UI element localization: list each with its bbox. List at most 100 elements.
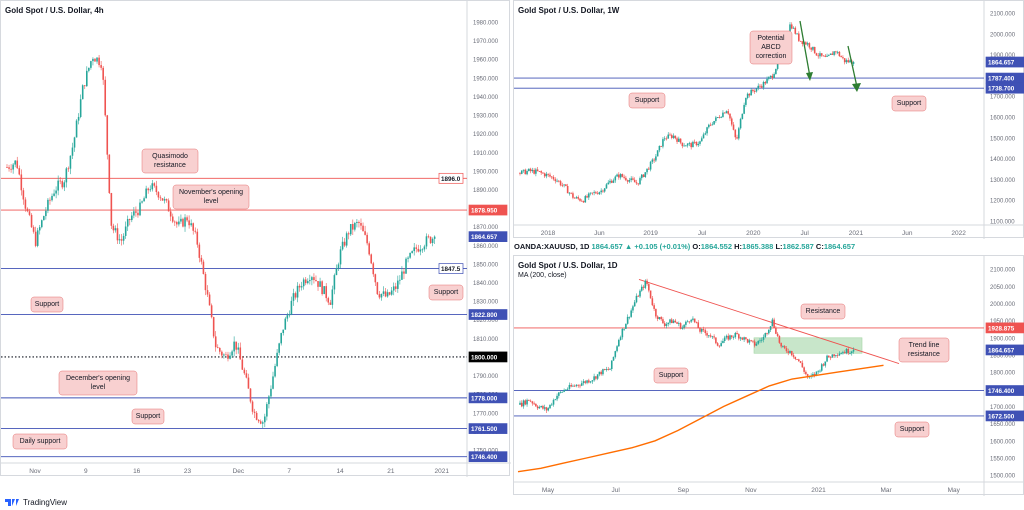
- candle-body: [734, 129, 737, 138]
- candle-body: [835, 355, 837, 357]
- candle-body: [670, 135, 673, 138]
- candle-body: [276, 352, 278, 367]
- candle-body: [184, 217, 186, 227]
- candle-body: [384, 291, 387, 297]
- chart-title: Gold Spot / U.S. Dollar, 1W: [518, 6, 620, 15]
- candle-body: [637, 295, 640, 297]
- candle-body: [223, 354, 225, 356]
- ma200-line: [517, 364, 884, 473]
- annotation-callout: [891, 95, 927, 112]
- x-tick-label: May: [948, 487, 961, 494]
- candle-body: [327, 298, 330, 303]
- chart-4h-svg[interactable]: 1980.000 1970.000 1960.000 1950.000 1940.000…: [1, 1, 511, 477]
- candle-body: [28, 211, 31, 215]
- candle-body: [386, 292, 389, 297]
- x-tick-label: 21: [387, 468, 395, 475]
- candle-body: [8, 167, 10, 169]
- candle-body: [699, 328, 701, 332]
- price-tag-label: 1878.950: [471, 208, 498, 215]
- candle-body: [655, 156, 657, 161]
- chart-1d-svg[interactable]: 2100.000 2050.000 2000.000 1950.000 1900.000…: [514, 256, 1024, 496]
- candle-body: [660, 145, 662, 147]
- candle-body: [619, 337, 622, 340]
- chart-1w-panel[interactable]: 2100.0002000.0001900.0001800.0001700.000…: [513, 0, 1024, 239]
- annotation-label: correction: [756, 53, 787, 60]
- candle-body: [280, 333, 282, 344]
- candle-body: [141, 201, 143, 203]
- candle-body: [637, 183, 640, 185]
- candle-body: [662, 319, 664, 324]
- candle-body: [822, 364, 825, 366]
- candle-body: [829, 357, 832, 359]
- candle-body: [803, 367, 805, 372]
- candle-body: [700, 138, 703, 142]
- candle-body: [633, 179, 636, 183]
- candle-body: [542, 172, 544, 174]
- candle-body: [602, 369, 604, 375]
- candle-body: [128, 219, 131, 221]
- price-tag: [438, 263, 464, 274]
- candle-body: [596, 374, 599, 379]
- candle-body: [572, 193, 574, 198]
- y-tick-label: 1950.000: [473, 76, 499, 82]
- candle-body: [180, 218, 182, 222]
- close-value: 1864.657: [823, 242, 856, 251]
- candle-body: [370, 254, 373, 264]
- price-tag: [438, 172, 464, 184]
- candle-body: [202, 261, 205, 274]
- tradingview-brand[interactable]: TradingView: [4, 497, 67, 507]
- chart-1d-panel[interactable]: 2100.000 2050.000 2000.000 1950.000 1900.000…: [513, 255, 1024, 496]
- candle-body: [743, 337, 745, 340]
- candle-body: [526, 399, 528, 405]
- x-tick-label: 2021: [849, 230, 864, 237]
- candle-body: [139, 202, 141, 216]
- candle-body: [249, 388, 252, 402]
- ma-legend: MA (200, close): [518, 272, 567, 279]
- candle-body: [676, 138, 678, 142]
- candle-body: [533, 403, 535, 405]
- candle-body: [792, 27, 795, 29]
- candle-body: [345, 233, 348, 246]
- y-tick-label: 1830.000: [473, 300, 499, 306]
- chart-4h-panel[interactable]: 1980.000 1970.000 1960.000 1950.000 1940.000…: [0, 0, 511, 477]
- candle-body: [547, 173, 550, 175]
- candle-body: [206, 290, 209, 295]
- y-tick-label: 1860.000: [473, 244, 499, 250]
- annotation-callout: [428, 284, 464, 301]
- candle-body: [167, 200, 170, 212]
- candle-body: [306, 281, 309, 284]
- price-tag-label: 1822.800: [471, 312, 498, 319]
- candle-body: [674, 320, 677, 323]
- candle-body: [538, 171, 541, 172]
- candle-body: [836, 355, 839, 357]
- x-tick-label: Jul: [800, 230, 809, 237]
- chart-1w-svg[interactable]: 2100.0002000.0001900.0001800.0001700.000…: [514, 1, 1024, 239]
- candle-body: [173, 221, 176, 223]
- candle-body: [413, 247, 415, 252]
- candle-body: [531, 169, 534, 172]
- candle-body: [552, 399, 555, 405]
- candle-body: [216, 347, 219, 349]
- candle-body: [86, 70, 88, 87]
- candle-body: [732, 124, 735, 130]
- candle-body: [16, 160, 19, 169]
- candle-body: [775, 327, 777, 334]
- candle-body: [780, 342, 782, 347]
- candle-body: [559, 181, 562, 186]
- candle-body: [6, 167, 8, 168]
- candle-body: [257, 419, 260, 422]
- candle-body: [294, 293, 297, 298]
- change-value: ▲ +0.105 (+0.01%): [624, 242, 691, 251]
- annotation-label: Support: [635, 97, 660, 104]
- candle-body: [750, 89, 752, 96]
- candle-body: [356, 222, 358, 223]
- candle-body: [743, 104, 745, 114]
- candle-body: [656, 150, 659, 157]
- candle-body: [380, 293, 383, 298]
- candle-body: [522, 400, 525, 407]
- candle-body: [419, 249, 422, 252]
- low-label: L:: [775, 242, 783, 251]
- candle-body: [401, 271, 403, 280]
- candle-body: [390, 290, 393, 295]
- candle-body: [313, 277, 315, 281]
